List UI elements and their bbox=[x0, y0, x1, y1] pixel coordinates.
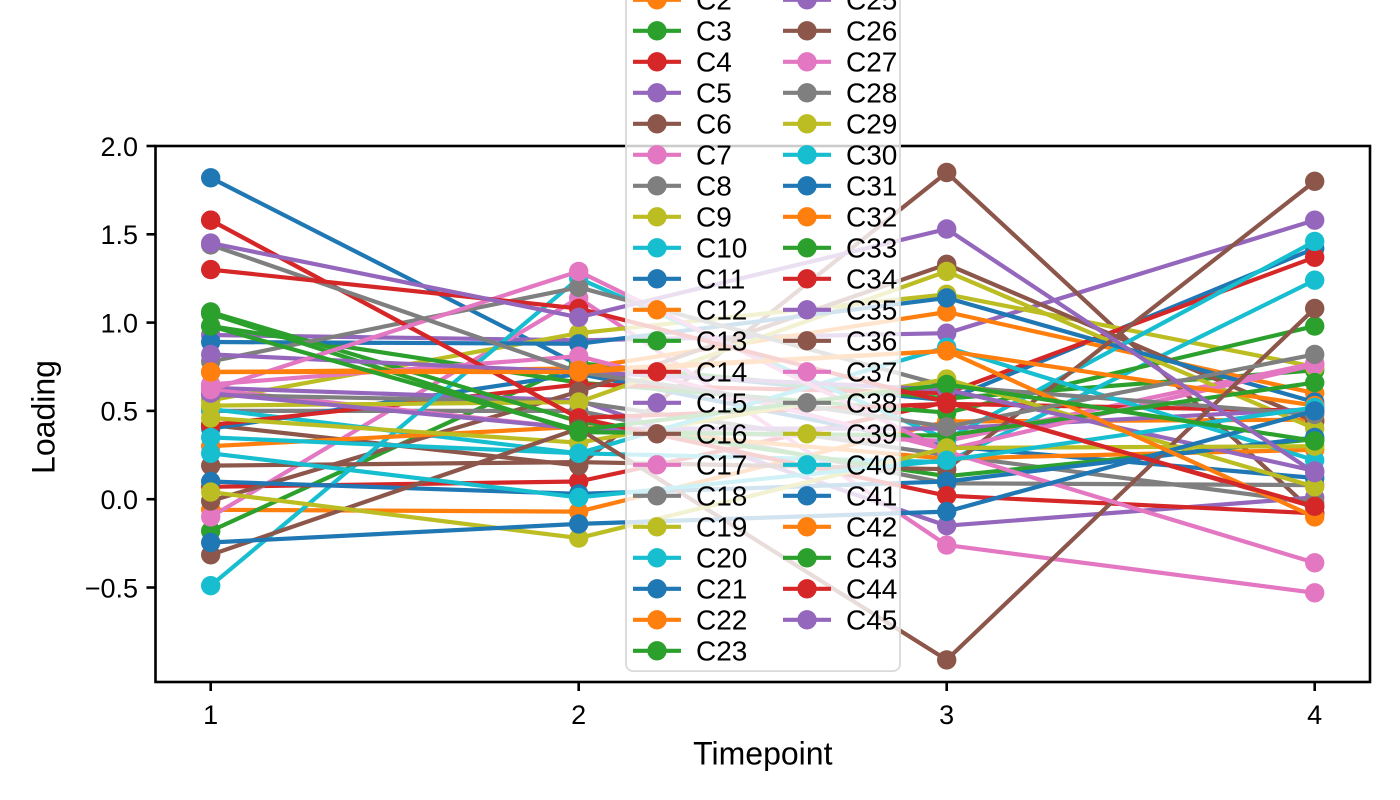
svg-text:C37: C37 bbox=[846, 356, 897, 387]
svg-text:C16: C16 bbox=[696, 418, 747, 449]
svg-text:1.0: 1.0 bbox=[100, 308, 138, 338]
svg-text:C28: C28 bbox=[846, 77, 897, 108]
svg-text:Loading: Loading bbox=[26, 360, 62, 474]
svg-text:C9: C9 bbox=[696, 201, 732, 232]
svg-text:C43: C43 bbox=[846, 542, 897, 573]
svg-text:C12: C12 bbox=[696, 294, 747, 325]
svg-text:C13: C13 bbox=[696, 325, 747, 356]
svg-text:0.5: 0.5 bbox=[100, 397, 138, 427]
svg-text:C17: C17 bbox=[696, 449, 747, 480]
svg-text:Timepoint: Timepoint bbox=[693, 736, 832, 772]
svg-text:C41: C41 bbox=[846, 480, 897, 511]
svg-text:−0.5: −0.5 bbox=[85, 573, 138, 603]
svg-text:C25: C25 bbox=[846, 0, 897, 15]
svg-text:C21: C21 bbox=[696, 573, 747, 604]
svg-text:C45: C45 bbox=[846, 604, 897, 635]
svg-text:C36: C36 bbox=[846, 325, 897, 356]
svg-text:4: 4 bbox=[1307, 700, 1322, 730]
svg-text:C11: C11 bbox=[696, 263, 745, 294]
svg-text:C14: C14 bbox=[696, 356, 747, 387]
svg-text:C5: C5 bbox=[696, 77, 732, 108]
svg-text:C23: C23 bbox=[696, 635, 747, 666]
svg-text:C34: C34 bbox=[846, 263, 897, 294]
svg-text:C10: C10 bbox=[696, 232, 747, 263]
svg-text:C20: C20 bbox=[696, 542, 747, 573]
svg-text:C31: C31 bbox=[846, 170, 897, 201]
svg-text:C39: C39 bbox=[846, 418, 897, 449]
svg-text:C26: C26 bbox=[846, 15, 897, 46]
svg-text:0.0: 0.0 bbox=[100, 485, 138, 515]
svg-text:C3: C3 bbox=[696, 15, 732, 46]
svg-text:1.5: 1.5 bbox=[100, 220, 138, 250]
svg-text:C18: C18 bbox=[696, 480, 747, 511]
svg-text:C22: C22 bbox=[696, 604, 747, 635]
svg-text:C8: C8 bbox=[696, 170, 732, 201]
svg-text:C7: C7 bbox=[696, 139, 732, 170]
svg-text:C38: C38 bbox=[846, 387, 897, 418]
svg-text:1: 1 bbox=[203, 700, 218, 730]
svg-text:C27: C27 bbox=[846, 46, 897, 77]
svg-text:3: 3 bbox=[939, 700, 954, 730]
svg-text:C6: C6 bbox=[696, 108, 732, 139]
svg-text:C42: C42 bbox=[846, 511, 897, 542]
svg-text:C4: C4 bbox=[696, 46, 732, 77]
svg-text:C35: C35 bbox=[846, 294, 897, 325]
svg-text:C40: C40 bbox=[846, 449, 897, 480]
svg-text:2.0: 2.0 bbox=[100, 132, 138, 162]
svg-text:C29: C29 bbox=[846, 108, 897, 139]
svg-text:C33: C33 bbox=[846, 232, 897, 263]
svg-text:C19: C19 bbox=[696, 511, 747, 542]
svg-text:C32: C32 bbox=[846, 201, 897, 232]
svg-text:C2: C2 bbox=[696, 0, 732, 15]
svg-text:C30: C30 bbox=[846, 139, 897, 170]
svg-text:2: 2 bbox=[571, 700, 586, 730]
svg-text:C15: C15 bbox=[696, 387, 747, 418]
svg-text:C44: C44 bbox=[846, 573, 897, 604]
